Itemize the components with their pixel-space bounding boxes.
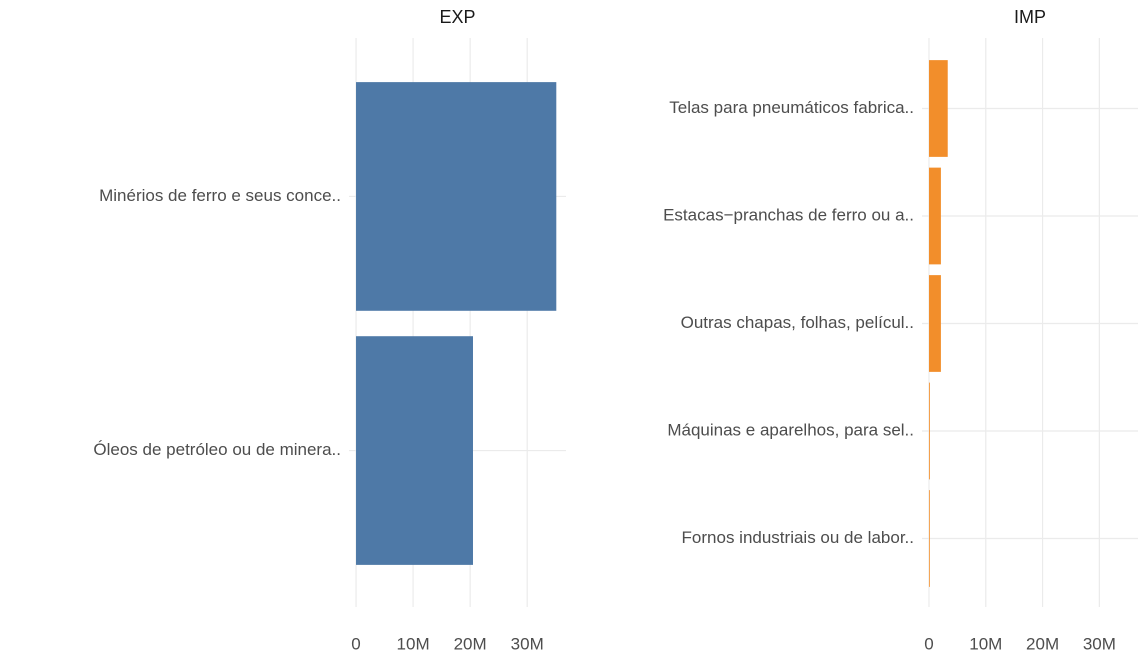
bar [356, 336, 473, 565]
x-tick-label: 0 [924, 634, 933, 653]
panel-title: EXP [439, 7, 475, 27]
y-tick-label: Telas para pneumáticos fabrica.. [669, 98, 914, 117]
bar [928, 490, 930, 587]
x-tick-label: 0 [351, 634, 360, 653]
y-tick-label: Minérios de ferro e seus conce.. [99, 186, 341, 205]
x-tick-label: 20M [454, 634, 487, 653]
x-tick-label: 30M [1083, 634, 1116, 653]
x-tick-label: 20M [1026, 634, 1059, 653]
x-tick-label: 10M [397, 634, 430, 653]
y-tick-label: Fornos industriais ou de labor.. [682, 528, 914, 547]
panel-title: IMP [1014, 7, 1046, 27]
x-tick-label: 30M [511, 634, 544, 653]
x-tick-label: 10M [969, 634, 1002, 653]
bar [928, 167, 941, 265]
bar [928, 60, 948, 157]
bar [928, 275, 941, 372]
y-tick-label: Máquinas e aparelhos, para sel.. [667, 420, 914, 439]
bar [356, 82, 557, 311]
y-tick-label: Óleos de petróleo ou de minera.. [93, 440, 341, 459]
bar [928, 382, 930, 480]
y-tick-label: Outras chapas, folhas, películ.. [681, 313, 914, 332]
y-tick-label: Estacas−pranchas de ferro ou a.. [663, 205, 914, 224]
